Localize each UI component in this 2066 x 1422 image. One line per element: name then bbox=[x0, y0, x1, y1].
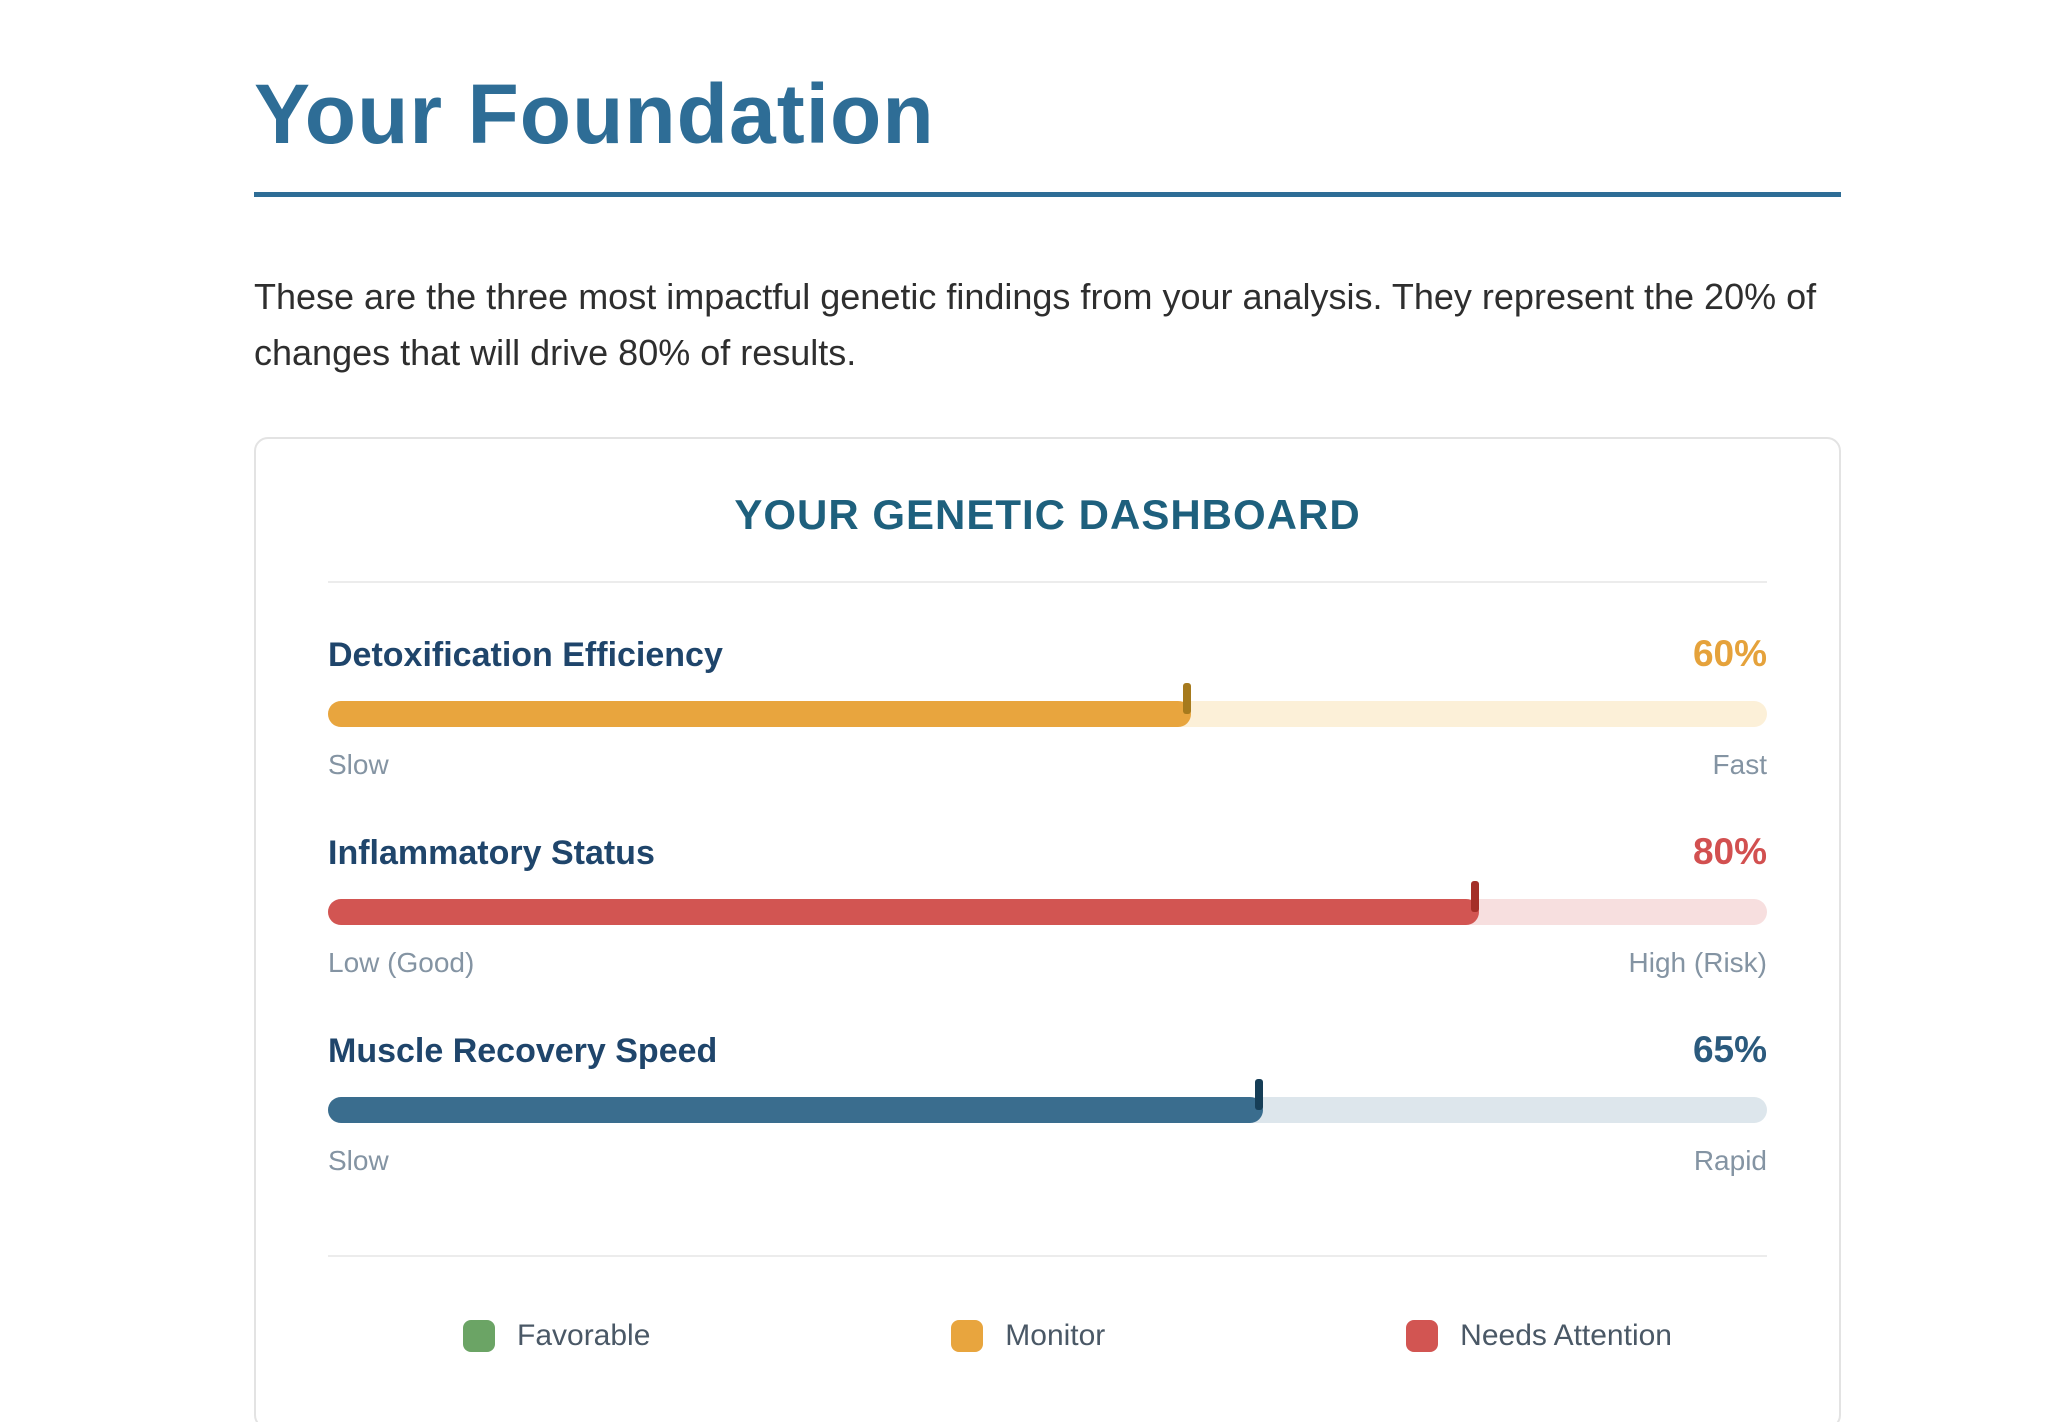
progress-bar-fill bbox=[328, 1096, 1264, 1123]
legend-item-favorable: Favorable bbox=[463, 1319, 650, 1353]
progress-bar-tick bbox=[1255, 1078, 1264, 1110]
scale-left-label: Slow bbox=[328, 748, 389, 780]
metric-value: 65% bbox=[1692, 1028, 1767, 1070]
metric-label: Muscle Recovery Speed bbox=[328, 1031, 718, 1070]
metric-value: 80% bbox=[1692, 830, 1767, 872]
progress-bar-fill bbox=[328, 700, 1192, 727]
bottom-divider bbox=[328, 1254, 1767, 1257]
legend-label: Favorable bbox=[517, 1318, 651, 1352]
metric-inflammatory-status: Inflammatory Status 80% Low (Good) High … bbox=[328, 831, 1767, 979]
metric-header: Inflammatory Status 80% bbox=[328, 831, 1767, 873]
scale-right-label: High (Risk) bbox=[1628, 946, 1767, 978]
legend-label: Monitor bbox=[1005, 1318, 1106, 1352]
page-title: Your Foundation bbox=[254, 67, 935, 161]
genetic-dashboard-card: YOUR GENETIC DASHBOARD Detoxification Ef… bbox=[254, 436, 1841, 1422]
metric-muscle-recovery-speed: Muscle Recovery Speed 65% Slow Rapid bbox=[328, 1029, 1767, 1177]
progress-bar-track bbox=[328, 1078, 1767, 1123]
title-divider bbox=[254, 192, 1841, 197]
scale-left-label: Low (Good) bbox=[328, 946, 475, 978]
metric-scale: Slow Fast bbox=[328, 749, 1767, 781]
progress-bar-tick bbox=[1471, 880, 1480, 912]
legend-label: Needs Attention bbox=[1460, 1318, 1672, 1352]
legend-item-needs-attention: Needs Attention bbox=[1406, 1319, 1672, 1353]
progress-bar-track bbox=[328, 682, 1767, 727]
metric-scale: Slow Rapid bbox=[328, 1145, 1767, 1177]
content-column: Your Foundation These are the three most… bbox=[254, 72, 1841, 1422]
monitor-swatch-icon bbox=[951, 1319, 984, 1352]
intro-text: These are the three most impactful genet… bbox=[254, 276, 1817, 373]
metric-value: 60% bbox=[1692, 632, 1767, 674]
dashboard-title: YOUR GENETIC DASHBOARD bbox=[734, 490, 1361, 538]
metric-label: Detoxification Efficiency bbox=[328, 635, 723, 674]
metric-scale: Low (Good) High (Risk) bbox=[328, 947, 1767, 979]
metric-label: Inflammatory Status bbox=[328, 833, 655, 872]
legend-item-monitor: Monitor bbox=[951, 1319, 1105, 1353]
metric-header: Muscle Recovery Speed 65% bbox=[328, 1029, 1767, 1071]
favorable-swatch-icon bbox=[463, 1319, 495, 1352]
progress-bar-tick bbox=[1183, 682, 1192, 714]
scale-right-label: Rapid bbox=[1693, 1144, 1767, 1176]
progress-bar-track bbox=[328, 880, 1767, 925]
scale-right-label: Fast bbox=[1712, 748, 1767, 780]
scale-left-label: Slow bbox=[328, 1144, 389, 1176]
needs-attention-swatch-icon bbox=[1406, 1319, 1439, 1352]
progress-bar-fill bbox=[328, 898, 1480, 925]
metric-header: Detoxification Efficiency 60% bbox=[328, 633, 1767, 675]
top-divider bbox=[328, 580, 1767, 583]
metric-detoxification-efficiency: Detoxification Efficiency 60% Slow Fast bbox=[328, 633, 1767, 781]
legend: Favorable Monitor Needs Attention bbox=[328, 1319, 1767, 1353]
